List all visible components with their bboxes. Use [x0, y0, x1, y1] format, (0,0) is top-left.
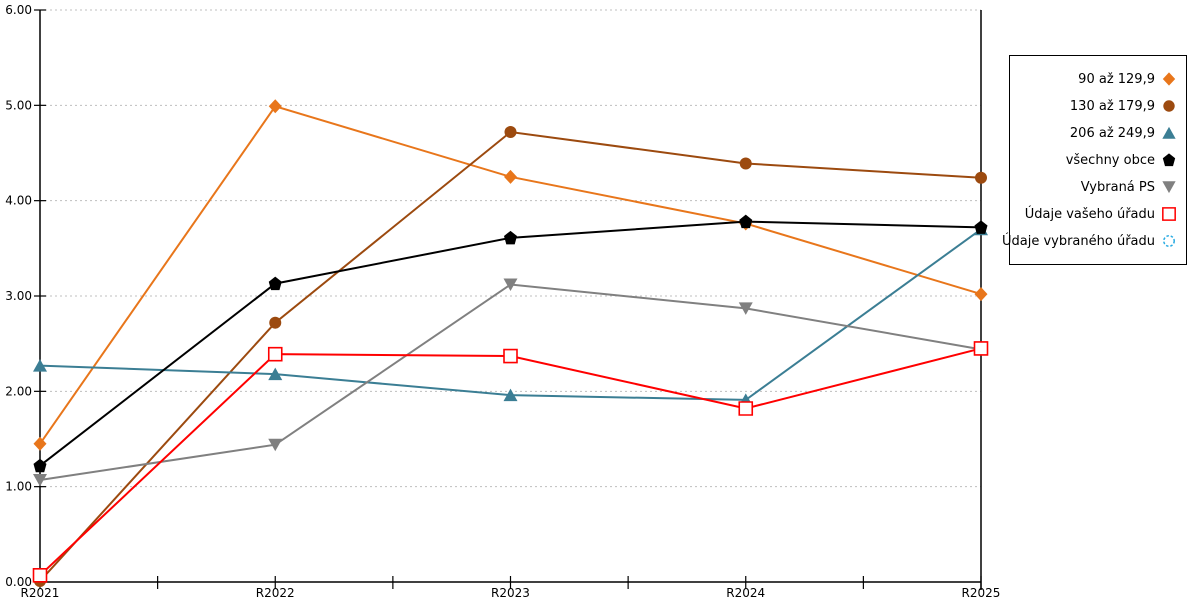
legend-label: 130 až 179,9	[1069, 98, 1155, 114]
triangle-down-icon	[1160, 179, 1178, 195]
square-open-icon	[503, 348, 518, 364]
chart-legend: 90 až 129,9 130 až 179,9 206 až 249,9 vš…	[1002, 55, 1187, 265]
y-tick-label: 2.00	[5, 384, 32, 398]
triangle-down-icon	[33, 473, 47, 487]
pentagon-icon	[504, 230, 517, 245]
square-open-icon	[1160, 206, 1178, 222]
square-open-icon	[973, 341, 989, 356]
x-tick-label: R2022	[256, 586, 295, 600]
triangle-up-icon	[268, 367, 283, 381]
y-tick-label: 4.00	[5, 194, 32, 208]
diamond-icon	[33, 436, 47, 451]
x-tick-label: R2024	[726, 586, 765, 600]
pentagon-icon	[1160, 152, 1178, 168]
triangle-up-icon	[33, 359, 47, 372]
circle-icon	[504, 126, 517, 139]
y-tick-label: 3.00	[5, 289, 32, 303]
diamond-icon	[504, 169, 517, 184]
x-tick-label: R2021	[21, 586, 60, 600]
pentagon-icon	[739, 214, 753, 229]
triangle-down-icon	[503, 278, 518, 292]
circle-open-icon	[1160, 233, 1178, 249]
x-tick-label: R2025	[962, 586, 1001, 600]
square-open-icon	[738, 401, 754, 416]
triangle-up-icon	[1162, 126, 1176, 139]
legend-label: 90 až 129,9	[1078, 71, 1155, 87]
triangle-down-icon	[268, 438, 283, 452]
square-open-icon	[1162, 207, 1176, 221]
legend-item-vybrana-ps[interactable]: Vybraná PS	[1014, 179, 1178, 195]
legend-label: Údaje vašeho úřadu	[1024, 206, 1155, 222]
pentagon-icon	[974, 220, 988, 234]
legend-label: 206 až 249,9	[1069, 125, 1155, 141]
square-open-icon	[32, 568, 48, 583]
legend-item-udaje-vybraneho-uradu[interactable]: Údaje vybraného úřadu	[1002, 233, 1178, 249]
y-tick-label: 6.00	[5, 3, 32, 17]
series-line	[39, 228, 982, 401]
triangle-up-icon	[1160, 125, 1178, 141]
circle-icon	[975, 171, 987, 184]
legend-item-206-249[interactable]: 206 až 249,9	[1014, 125, 1178, 141]
legend-label: Údaje vybraného úřadu	[1001, 233, 1155, 249]
pentagon-icon	[268, 276, 282, 291]
circle-icon	[269, 316, 282, 329]
pentagon-icon	[33, 458, 47, 473]
y-tick-label: 1.00	[5, 480, 32, 494]
diamond-icon	[974, 287, 988, 302]
diamond-icon	[1160, 71, 1178, 87]
diamond-icon	[1162, 72, 1176, 86]
circle-icon	[739, 157, 752, 170]
legend-label: Vybraná PS	[1080, 179, 1155, 195]
triangle-down-icon	[738, 302, 753, 315]
y-tick-label: 0.00	[5, 575, 32, 589]
legend-item-130-179[interactable]: 130 až 179,9	[1014, 98, 1178, 114]
circle-open-dashed-icon	[1163, 235, 1175, 247]
circle-icon	[1160, 98, 1178, 114]
series-line	[39, 220, 982, 467]
x-tick-label: R2023	[491, 586, 530, 600]
legend-label: všechny obce	[1065, 152, 1155, 168]
legend-item-vsechny-obce[interactable]: všechny obce	[1014, 152, 1178, 168]
triangle-up-icon	[503, 388, 518, 402]
y-tick-label: 5.00	[5, 98, 32, 112]
series-line	[39, 283, 982, 481]
diamond-icon	[268, 99, 282, 114]
triangle-down-icon	[1162, 181, 1176, 194]
legend-item-udaje-vaseho-uradu[interactable]: Údaje vašeho úřadu	[1014, 206, 1178, 222]
series-line	[39, 347, 982, 577]
pentagon-icon	[1162, 153, 1176, 167]
circle-icon	[1163, 100, 1175, 112]
legend-item-90-129[interactable]: 90 až 129,9	[1014, 71, 1178, 87]
square-open-icon	[267, 346, 283, 362]
